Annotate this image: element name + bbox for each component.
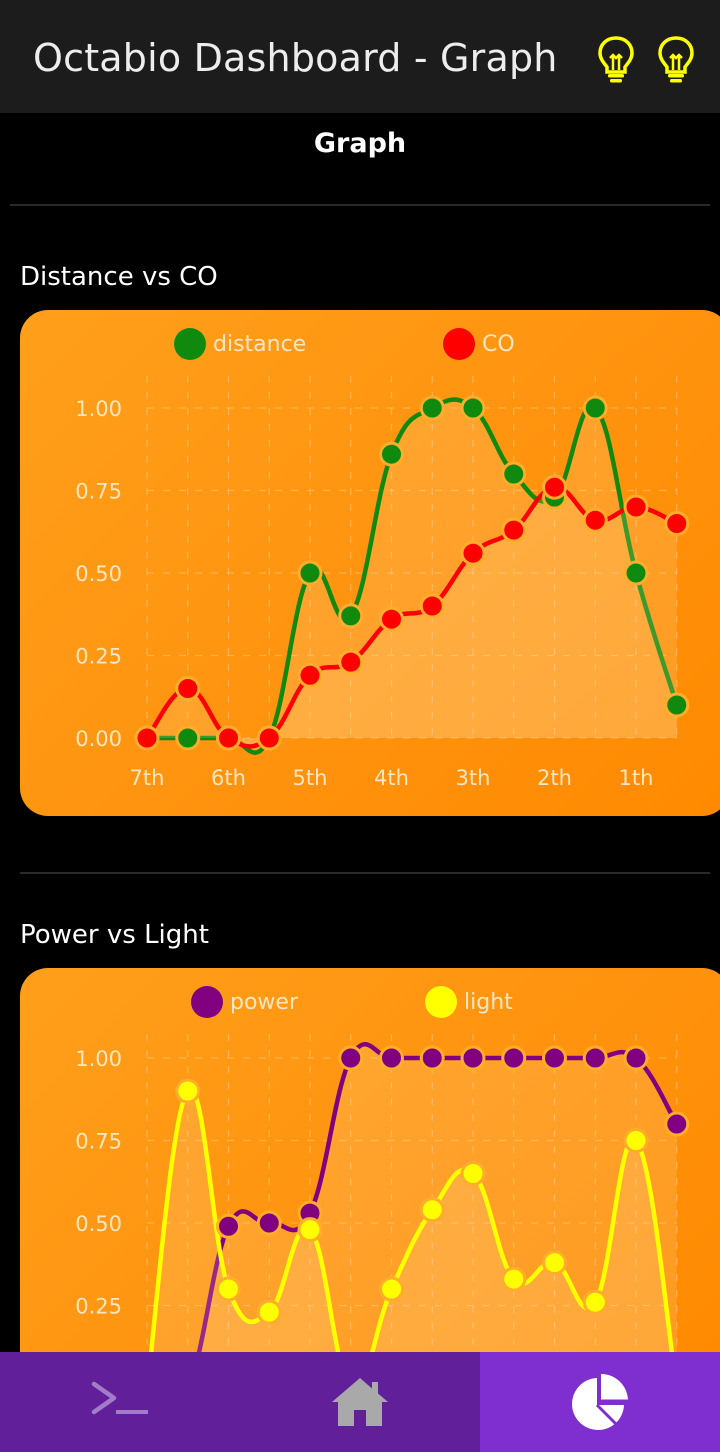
data-point-CO — [460, 540, 486, 566]
data-point-CO — [338, 649, 364, 675]
data-point-light — [379, 1276, 404, 1302]
data-point-distance — [338, 603, 364, 629]
data-point-CO — [501, 517, 527, 543]
data-point-CO — [419, 593, 445, 619]
data-point-light — [216, 1276, 241, 1302]
data-point-CO — [175, 676, 201, 701]
data-point-light — [542, 1250, 567, 1276]
power-light-chart[interactable]: power light 0.25 0.50 0.75 1.00 — [20, 968, 720, 1352]
data-point-power — [216, 1213, 241, 1239]
series-area-distance — [147, 399, 677, 753]
data-point-power — [542, 1045, 567, 1071]
divider — [10, 204, 710, 206]
legend-swatch-co — [443, 328, 475, 360]
legend-label-distance: distance — [213, 332, 307, 357]
x-tick-label: 1th — [619, 766, 654, 790]
y-tick-label: 0.75 — [75, 1130, 122, 1154]
data-point-distance — [623, 560, 649, 586]
data-point-power — [623, 1045, 649, 1071]
data-point-distance — [379, 441, 404, 467]
data-point-distance — [460, 395, 486, 421]
data-point-CO — [297, 662, 323, 688]
nav-terminal[interactable] — [0, 1352, 240, 1452]
app-title: Octabio Dashboard - Graph — [33, 36, 558, 80]
data-point-power — [582, 1045, 608, 1071]
x-tick-label: 6th — [211, 766, 246, 790]
data-point-light — [623, 1128, 649, 1153]
data-point-power — [256, 1210, 282, 1236]
data-point-light — [460, 1161, 486, 1186]
bottom-navigation — [0, 1352, 720, 1452]
y-tick-label: 1.00 — [75, 397, 122, 421]
data-point-power — [419, 1045, 445, 1071]
data-point-CO — [582, 507, 608, 533]
legend-label-co: CO — [482, 332, 515, 357]
data-point-CO — [134, 725, 160, 751]
data-point-power — [338, 1045, 364, 1071]
data-point-distance — [297, 560, 323, 586]
legend-swatch-light — [425, 986, 457, 1018]
y-tick-label: 1.00 — [75, 1047, 122, 1071]
y-tick-label: 0.25 — [75, 645, 122, 669]
series-area-light — [151, 1089, 672, 1352]
data-point-power — [460, 1045, 486, 1071]
chart-plot-distance-co: 0.00 0.25 0.50 0.75 1.00 7th 6th 5th 4th 3th 2th 1t… — [75, 376, 690, 790]
data-point-CO — [256, 725, 282, 751]
data-point-light — [582, 1289, 608, 1315]
lightbulb-icon[interactable] — [596, 34, 636, 84]
y-tick-label: 0.00 — [75, 727, 122, 751]
x-tick-label: 3th — [456, 766, 491, 790]
data-point-CO — [664, 511, 690, 536]
lightbulb-icon[interactable] — [656, 34, 696, 84]
data-point-light — [419, 1197, 445, 1223]
legend-swatch-distance — [174, 328, 206, 360]
data-point-distance — [501, 461, 527, 487]
x-tick-label: 5th — [293, 766, 328, 790]
data-point-power — [379, 1045, 404, 1071]
nav-graph[interactable] — [480, 1352, 720, 1452]
data-point-CO — [623, 494, 649, 520]
nav-home[interactable] — [240, 1352, 480, 1452]
home-icon — [332, 1378, 388, 1426]
data-point-distance — [582, 395, 608, 421]
data-point-light — [175, 1078, 201, 1104]
chart-title-distance-co: Distance vs CO — [20, 262, 218, 292]
y-tick-label: 0.75 — [75, 480, 122, 504]
distance-co-chart[interactable]: distance CO 0.00 0.25 0.50 0.75 1.00 7th 6th 5t… — [20, 310, 720, 816]
x-tick-label: 2th — [537, 766, 572, 790]
legend-label-light: light — [464, 990, 513, 1015]
page-heading: Graph — [313, 128, 407, 159]
pie-chart-icon — [572, 1374, 628, 1430]
data-point-power — [664, 1111, 690, 1137]
chart-plot-power-light: 0.25 0.50 0.75 1.00 — [75, 1034, 690, 1352]
data-point-distance — [664, 692, 690, 718]
legend-swatch-power — [191, 986, 223, 1018]
divider — [20, 872, 710, 874]
app-bar: Octabio Dashboard - Graph — [0, 0, 720, 113]
data-point-distance — [175, 725, 201, 751]
y-tick-label: 0.50 — [75, 562, 122, 586]
data-point-distance — [419, 395, 445, 421]
y-tick-label: 0.50 — [75, 1212, 122, 1236]
data-point-CO — [542, 474, 567, 500]
terminal-icon — [91, 1381, 148, 1415]
data-point-CO — [216, 725, 241, 751]
chart-title-power-light: Power vs Light — [20, 920, 209, 950]
data-point-CO — [379, 606, 404, 632]
x-tick-label: 7th — [130, 766, 165, 790]
series-area-CO — [147, 487, 677, 747]
data-point-light — [256, 1299, 282, 1325]
legend-label-power: power — [230, 990, 298, 1015]
data-point-light — [297, 1217, 323, 1243]
data-point-power — [501, 1045, 527, 1071]
y-tick-label: 0.25 — [75, 1295, 122, 1319]
data-point-light — [501, 1266, 527, 1292]
x-tick-label: 4th — [374, 766, 409, 790]
